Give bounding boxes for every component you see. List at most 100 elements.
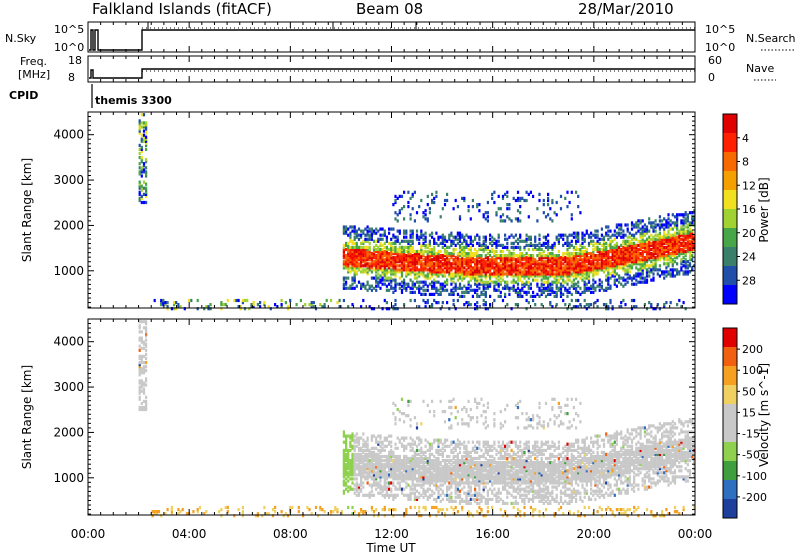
data-cell [581, 291, 583, 294]
data-cell [624, 268, 626, 271]
beam-title: Beam 08 [356, 0, 423, 18]
data-cell [367, 246, 369, 249]
data-cell [354, 242, 356, 245]
data-cell [463, 246, 465, 249]
data-cell [579, 287, 581, 290]
data-cell [532, 291, 534, 294]
data-cell [571, 217, 573, 220]
data-cell [362, 246, 364, 249]
data-cell [472, 252, 474, 255]
data-cell [680, 219, 682, 222]
data-cell [489, 238, 491, 241]
data-cell [360, 508, 362, 511]
data-cell [631, 221, 633, 224]
data-cell [392, 291, 394, 294]
data-cell [369, 234, 371, 237]
data-cell [364, 285, 366, 288]
data-cell [425, 250, 427, 253]
data-cell [345, 248, 347, 251]
data-cell [394, 443, 396, 446]
data-cell [609, 285, 611, 288]
data-cell [444, 449, 446, 452]
data-cell [530, 287, 532, 290]
data-cell [605, 246, 607, 249]
data-cell [416, 445, 418, 448]
data-cell [397, 197, 399, 200]
data-cell [388, 481, 390, 484]
data-cell [362, 283, 364, 286]
data-cell [646, 238, 648, 241]
data-cell [523, 254, 525, 257]
data-cell [536, 283, 538, 286]
data-cell [562, 293, 564, 296]
data-cell [388, 435, 390, 438]
data-cell [388, 488, 390, 491]
data-cell [508, 250, 510, 253]
data-cell [472, 240, 474, 243]
data-cell [377, 277, 379, 280]
data-cell [388, 232, 390, 235]
data-cell [622, 230, 624, 233]
data-cell [399, 242, 401, 245]
data-cell [508, 207, 510, 210]
data-cell [416, 477, 418, 480]
data-cell [450, 289, 452, 292]
data-cell [642, 219, 644, 222]
data-cell [272, 508, 274, 511]
data-cell [401, 285, 403, 288]
data-cell [459, 232, 461, 235]
data-cell [326, 299, 328, 302]
data-cell [390, 494, 392, 497]
data-cell [390, 441, 392, 444]
data-cell [141, 320, 143, 323]
data-cell [562, 279, 564, 282]
data-cell [655, 223, 657, 226]
data-cell [412, 193, 414, 196]
data-cell [612, 246, 614, 249]
data-cell [356, 453, 358, 456]
data-cell [429, 248, 431, 251]
data-cell [657, 268, 659, 271]
data-cell [448, 293, 450, 296]
data-cell [440, 291, 442, 294]
data-cell [371, 277, 373, 280]
data-cell [637, 248, 639, 251]
data-cell [644, 228, 646, 231]
data-cell [397, 447, 399, 450]
data-cell [517, 197, 519, 200]
data-cell [547, 240, 549, 243]
data-cell [676, 232, 678, 235]
data-cell [311, 301, 313, 304]
data-cell [680, 213, 682, 216]
data-cell [450, 496, 452, 499]
data-cell [143, 193, 145, 196]
data-cell [427, 404, 429, 407]
data-cell [474, 248, 476, 251]
data-cell [145, 365, 147, 368]
data-cell [506, 238, 508, 241]
data-cell [440, 494, 442, 497]
data-cell [495, 281, 497, 284]
data-cell [343, 283, 345, 286]
data-cell [472, 266, 474, 269]
data-cell [407, 283, 409, 286]
data-cell [642, 277, 644, 280]
data-cell [375, 508, 377, 511]
data-cell [453, 272, 455, 275]
data-cell [197, 508, 199, 511]
data-cell [351, 246, 353, 249]
data-cell [670, 219, 672, 222]
data-cell [463, 266, 465, 269]
data-cell [648, 230, 650, 233]
data-cell [459, 244, 461, 247]
data-cell [420, 484, 422, 487]
data-cell [442, 254, 444, 257]
data-cell [575, 191, 577, 194]
data-cell [650, 221, 652, 224]
data-cell [450, 262, 452, 265]
data-cell [665, 301, 667, 304]
data-cell [382, 508, 384, 511]
data-cell [547, 270, 549, 273]
data-cell [665, 246, 667, 249]
data-cell [495, 254, 497, 257]
